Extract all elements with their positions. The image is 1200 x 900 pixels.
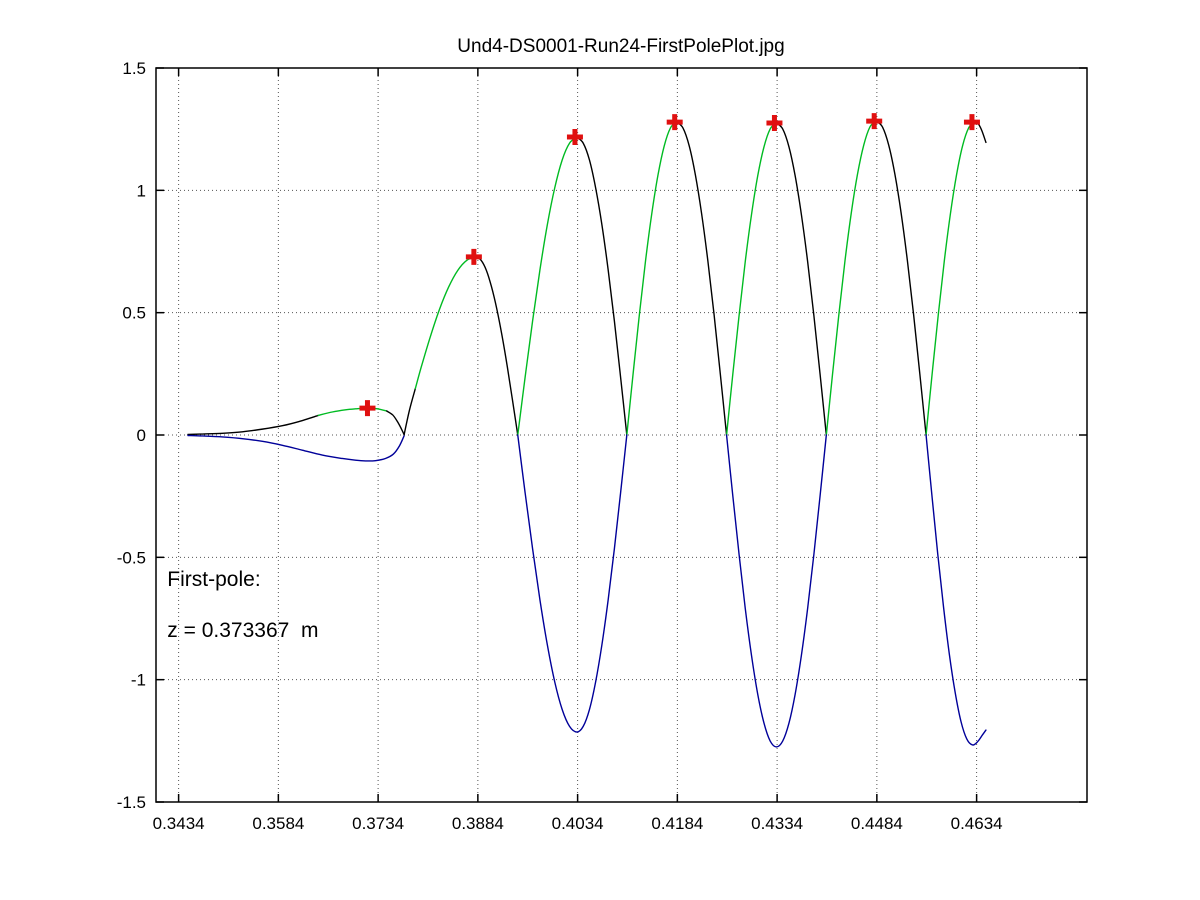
x-tick-label: 0.4634: [951, 814, 1003, 833]
signed-field-negative-segment: [187, 434, 405, 462]
signed-field-negative-segment: [925, 434, 987, 746]
x-tick-label: 0.4184: [651, 814, 703, 833]
pole-marker: [359, 400, 376, 417]
pole-marker: [766, 115, 783, 132]
signed-field-negative-segment: [725, 434, 828, 748]
field-curves: [187, 120, 987, 748]
abs-field-envelope-segment: [825, 120, 877, 436]
x-tick-label: 0.4484: [851, 814, 903, 833]
abs-field-envelope-segment: [403, 387, 417, 436]
abs-field-envelope-segment: [517, 136, 578, 436]
pole-marker: [465, 248, 482, 265]
abs-field-envelope-segment: [414, 256, 477, 390]
y-tick-label: -1.5: [117, 793, 146, 812]
pole-marker: [566, 128, 583, 145]
abs-field-envelope-segment: [725, 122, 778, 436]
y-tick-label: 1.5: [122, 59, 146, 78]
abs-field-envelope-segment: [925, 121, 976, 436]
pole-markers: [359, 113, 980, 417]
x-tick-label: 0.3434: [153, 814, 205, 833]
abs-field-envelope-segment: [475, 256, 519, 436]
abs-field-envelope-segment: [576, 136, 628, 436]
abs-field-envelope-segment: [775, 122, 828, 436]
x-tick-label: 0.4334: [751, 814, 803, 833]
abs-field-envelope-segment: [317, 407, 388, 417]
x-tick-label: 0.3884: [452, 814, 504, 833]
x-tick-label: 0.4034: [552, 814, 604, 833]
plot-border: [155, 67, 1088, 803]
chart-title: Und4-DS0001-Run24-FirstPolePlot.jpg: [457, 36, 784, 57]
abs-field-envelope-segment: [675, 121, 728, 436]
y-tick-labels: -1.5 -1 -0.5 0 0.5 1 1.5: [117, 59, 146, 812]
abs-field-envelope-segment: [386, 410, 405, 436]
abs-field-envelope-segment: [626, 121, 678, 436]
pole-marker: [963, 114, 980, 131]
y-tick-label: 0: [137, 426, 146, 445]
annotation-first-pole-value: z = 0.373367 m: [167, 619, 318, 642]
y-tick-label: -1: [131, 671, 146, 690]
gridlines: [156, 68, 1087, 802]
abs-field-envelope-segment: [187, 414, 319, 436]
abs-field-envelope-segment: [875, 120, 927, 436]
annotation-first-pole-label: First-pole:: [167, 568, 260, 591]
pole-marker: [666, 114, 683, 131]
y-tick-label: 1: [137, 181, 146, 200]
x-tick-label: 0.3734: [352, 814, 404, 833]
axis-ticks: [156, 67, 1087, 803]
signed-field-negative-segment: [517, 434, 628, 733]
y-tick-label: -0.5: [117, 548, 146, 567]
x-tick-labels: 0.3434 0.3584 0.3734 0.3884 0.4034 0.4184 0.43…: [153, 814, 1003, 833]
x-tick-label: 0.3584: [252, 814, 304, 833]
y-tick-label: 0.5: [122, 304, 146, 323]
pole-marker: [866, 113, 883, 130]
